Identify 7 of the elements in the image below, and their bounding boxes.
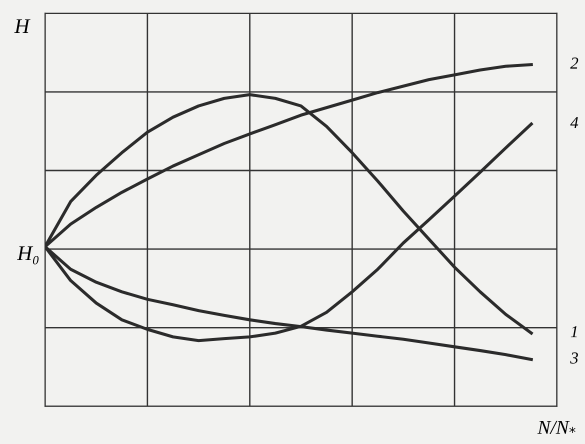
- x-axis-title: N/N$_{*}$: [537, 420, 576, 434]
- text: H₀: [16, 246, 39, 264]
- y-axis-title: H: [14, 19, 30, 33]
- text: 3: [570, 352, 578, 364]
- text: 2: [570, 58, 578, 69]
- text: 1: [570, 326, 577, 338]
- text: 4: [570, 117, 578, 128]
